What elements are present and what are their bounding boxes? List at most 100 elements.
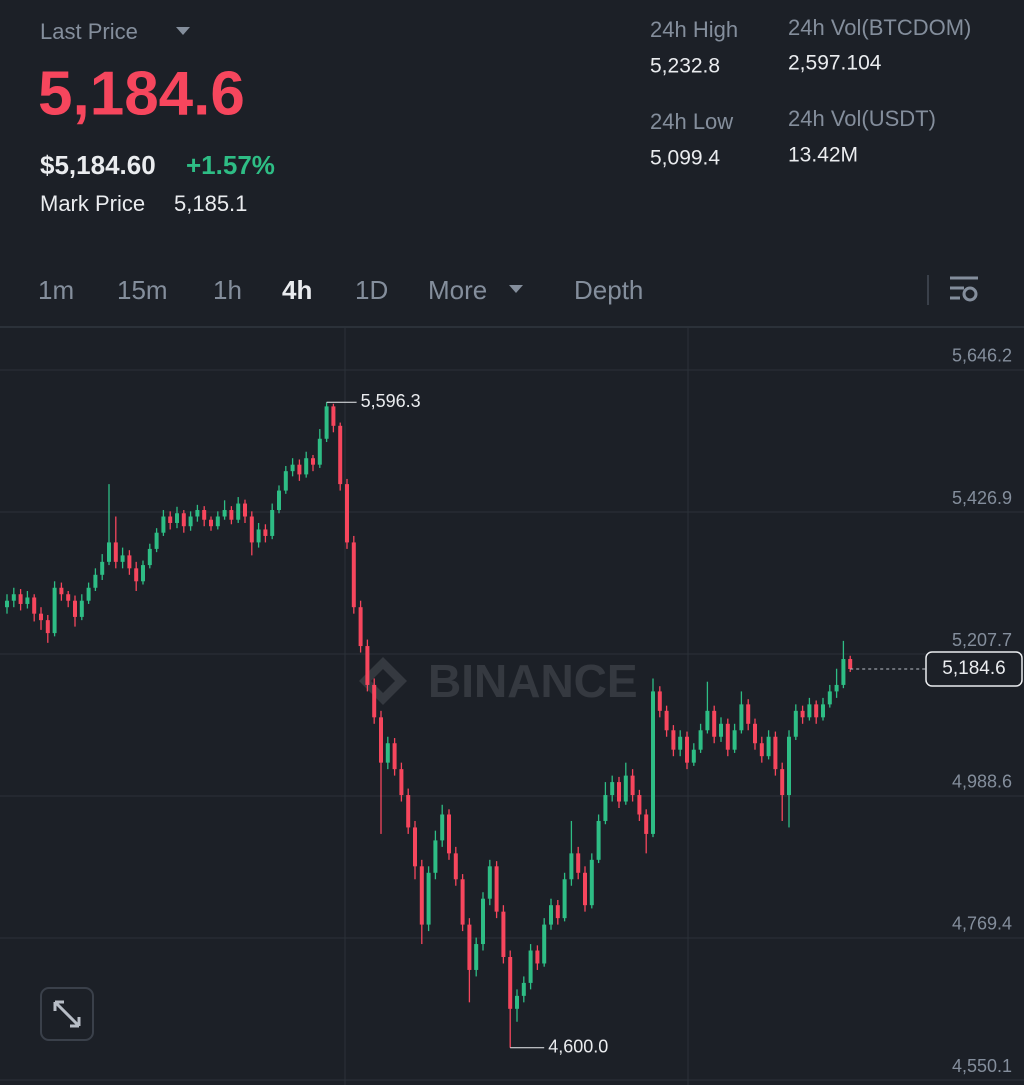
candle-body (508, 956, 513, 1009)
expand-button[interactable] (40, 987, 94, 1041)
candle-body (617, 782, 621, 802)
change: +1.57% (186, 150, 275, 180)
mark-price: 5,185.1 (174, 191, 247, 216)
y-tick-label: 4,769.4 (952, 914, 1012, 934)
plot: 5,646.2 5,426.9 5,207.7 4,988.6 4,769.4 4,550… (0, 346, 1024, 1081)
candle-body (59, 587, 64, 595)
current-price-label: 5,184.6 (942, 658, 1005, 679)
candle-body (725, 723, 730, 750)
candle-body (474, 944, 479, 970)
candle-body (719, 723, 723, 737)
candle-body (181, 513, 186, 527)
candle-body (324, 406, 329, 439)
candle-body (630, 775, 635, 796)
candle-body (66, 594, 71, 601)
candle-body (331, 406, 336, 426)
candle-body (283, 471, 288, 491)
candle-body (739, 704, 744, 731)
candle-body (18, 594, 23, 604)
candle-body (487, 866, 492, 899)
settings-icon[interactable] (950, 276, 978, 302)
candle-body (542, 924, 547, 964)
tab-active[interactable]: 4h (282, 275, 312, 305)
candle-body (25, 597, 30, 604)
candle-body (243, 503, 247, 517)
y-tick-label: 5,207.7 (952, 630, 1012, 650)
candle-body (195, 510, 200, 517)
last-price-label[interactable]: Last Price (40, 19, 138, 44)
expand-icon[interactable] (53, 1000, 81, 1028)
high-label: 5,596.3 (361, 391, 421, 411)
tab[interactable]: More (428, 275, 487, 305)
candle-body (623, 775, 628, 802)
candle-body (467, 924, 472, 970)
candle-body (385, 743, 390, 763)
tab[interactable]: 1D (355, 275, 388, 305)
candle-body (691, 749, 696, 763)
candle-body (32, 597, 37, 614)
more-arrow[interactable] (509, 285, 523, 293)
candle-body (515, 995, 519, 1009)
candle-body (406, 795, 411, 828)
candle-body (304, 458, 309, 475)
candle-body (93, 574, 98, 588)
stat-label: 24h Vol(BTCDOM) (788, 15, 971, 40)
candle-body (453, 853, 458, 880)
candle-body (100, 561, 105, 575)
candle-body (134, 568, 139, 582)
candle-body (236, 503, 241, 520)
candle-body (297, 464, 302, 475)
candle-body (501, 911, 506, 957)
candle-body (807, 704, 812, 718)
candle-body (379, 717, 383, 763)
candle-body (413, 827, 417, 867)
candle-body (787, 736, 791, 796)
candle-body (73, 600, 77, 617)
candle-body (45, 620, 50, 634)
candle-body (644, 814, 649, 834)
candle-body (263, 529, 268, 536)
candle-body (52, 587, 57, 634)
candle-body (678, 736, 683, 750)
candle-body (120, 555, 125, 562)
candle-body (161, 516, 166, 533)
tab[interactable]: 1h (213, 275, 242, 305)
candle-body (651, 691, 655, 834)
candle-body (583, 872, 587, 906)
candle-body (317, 438, 322, 465)
candle-body (759, 743, 764, 757)
candle-body (290, 464, 295, 472)
candle-body (671, 730, 676, 750)
candle-body (481, 898, 485, 945)
candle-body (549, 905, 553, 925)
candle-body (528, 950, 533, 983)
tab[interactable]: 15m (117, 275, 168, 305)
candle-body (399, 769, 404, 796)
tab[interactable]: 1m (38, 275, 74, 305)
candle-body (664, 710, 669, 731)
candle-body (841, 659, 846, 685)
candle-body (447, 814, 451, 854)
candle-body (419, 866, 424, 925)
dropdown-arrow[interactable] (176, 27, 190, 35)
candle-body (127, 555, 132, 569)
tab[interactable]: Depth (574, 275, 643, 305)
candle-body (154, 532, 159, 549)
candle-body (358, 607, 363, 647)
mark-price-label: Mark Price (40, 191, 145, 216)
candle-body (270, 510, 275, 536)
candle-body (249, 516, 254, 543)
candle-body (215, 516, 220, 527)
candle-body (392, 743, 397, 770)
candle-body (521, 982, 526, 996)
candle-body (848, 659, 853, 669)
candle-body (589, 859, 594, 906)
candle-body (277, 490, 281, 511)
candle-body (365, 646, 370, 685)
candle-body (827, 691, 832, 705)
current-price-box (925, 651, 1023, 687)
candle-body (426, 872, 431, 925)
